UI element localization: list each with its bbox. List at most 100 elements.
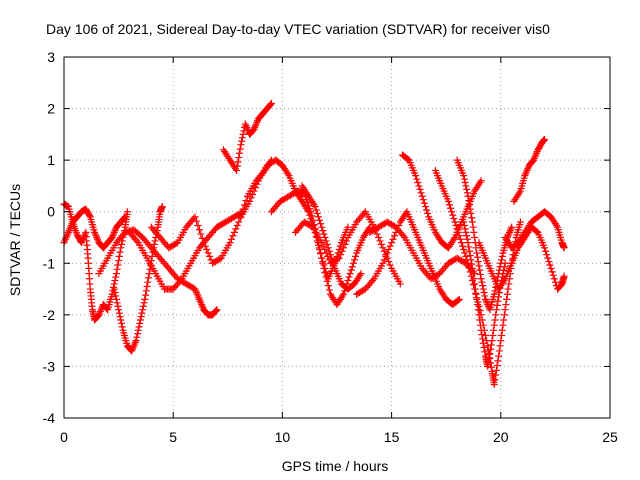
data-point-interp [461, 178, 469, 186]
data-point-interp [471, 280, 479, 288]
data-point-interp [93, 235, 101, 243]
data-point-interp [421, 203, 429, 211]
data-point-interp [389, 235, 397, 243]
data-point-interp [235, 154, 243, 162]
data-point-interp [498, 252, 506, 260]
data-point [91, 228, 99, 236]
data-point-interp [472, 290, 480, 298]
data-point-interp [506, 227, 514, 235]
data-point-interp [453, 225, 461, 233]
data-point-interp [494, 357, 502, 365]
data-point-interp [533, 148, 541, 156]
data-point-interp [476, 321, 484, 329]
data-point-interp [323, 240, 331, 248]
data-point-interp [413, 175, 421, 183]
data-point-interp [373, 230, 381, 238]
data-point-interp [238, 137, 246, 145]
data-point-interp [134, 326, 142, 334]
data-point-interp [230, 228, 238, 236]
data-point-interp [383, 249, 391, 257]
data-point-interp [321, 269, 329, 277]
x-tick-label: 20 [493, 429, 509, 445]
data-point-interp [471, 285, 479, 293]
data-point-interp [495, 293, 503, 301]
data-point-interp [500, 316, 508, 324]
data-point-interp [356, 271, 364, 279]
data-point-interp [249, 191, 257, 199]
data-point [117, 244, 125, 252]
data-point-interp [135, 323, 143, 331]
data-point-interp [113, 299, 121, 307]
data-point [250, 125, 258, 133]
data-point [495, 352, 503, 360]
data-point-interp [455, 232, 463, 240]
data-point [121, 213, 129, 221]
data-point-interp [93, 234, 101, 241]
data-point-interp [118, 323, 126, 331]
data-point-interp [61, 237, 69, 245]
data-point [477, 326, 485, 334]
data-point-interp [142, 287, 150, 295]
data-point [115, 306, 123, 314]
data-point [195, 295, 203, 303]
data-point-interp [493, 301, 501, 309]
plot-frame [63, 56, 611, 419]
data-point-interp [532, 151, 540, 159]
data-point-interp [340, 244, 348, 252]
data-point-interp [460, 221, 468, 229]
data-point-interp [247, 194, 255, 202]
data-point-interp [129, 344, 137, 352]
data-point [490, 380, 498, 388]
data-point-interp [546, 261, 554, 269]
data-point-interp [193, 290, 201, 298]
data-point-interp [111, 289, 119, 297]
data-point-interp [492, 371, 500, 379]
data-point-interp [459, 242, 467, 250]
data-point-interp [139, 306, 147, 314]
data-point-interp [112, 273, 120, 281]
data-point-interp [498, 326, 506, 334]
data-series-arc-6 [147, 156, 275, 267]
data-point-interp [110, 283, 118, 291]
data-point-interp [96, 307, 104, 315]
data-point-interp [136, 319, 144, 327]
data-point-interp [326, 251, 334, 259]
data-point-interp [448, 208, 456, 216]
data-point [530, 156, 538, 164]
data-point-interp [466, 205, 474, 213]
data-point [132, 337, 140, 345]
chart-title: Day 106 of 2021, Sidereal Day-to-day VTE… [46, 21, 550, 37]
data-point-interp [471, 234, 479, 241]
data-point-interp [505, 280, 513, 288]
y-tick-label: -2 [43, 307, 56, 323]
data-point-interp [475, 302, 483, 310]
data-point-interp [139, 302, 147, 310]
data-point [499, 321, 507, 329]
data-point [412, 172, 420, 180]
data-point-interp [344, 276, 352, 284]
data-point-interp [96, 309, 104, 317]
data-point [503, 290, 511, 298]
data-point-interp [67, 223, 75, 231]
data-point [213, 306, 221, 314]
data-point-interp [530, 154, 538, 162]
data-point-interp [115, 252, 123, 260]
data-point-interp [456, 235, 464, 243]
data-point-interp [341, 240, 349, 248]
data-point-interp [500, 276, 508, 284]
data-point-interp [65, 227, 73, 235]
data-point-interp [462, 252, 470, 260]
data-point-interp [377, 240, 385, 248]
data-point-interp [112, 295, 120, 303]
data-point-interp [481, 348, 489, 356]
data-point [471, 270, 479, 278]
data-point [464, 192, 472, 200]
data-point [490, 290, 498, 298]
data-point [241, 120, 249, 128]
data-point-interp [133, 333, 141, 341]
data-point-interp [317, 220, 325, 228]
data-series-arc-14 [453, 156, 516, 314]
data-point-interp [462, 182, 470, 190]
data-point-interp [115, 309, 123, 317]
data-point-interp [322, 273, 330, 281]
